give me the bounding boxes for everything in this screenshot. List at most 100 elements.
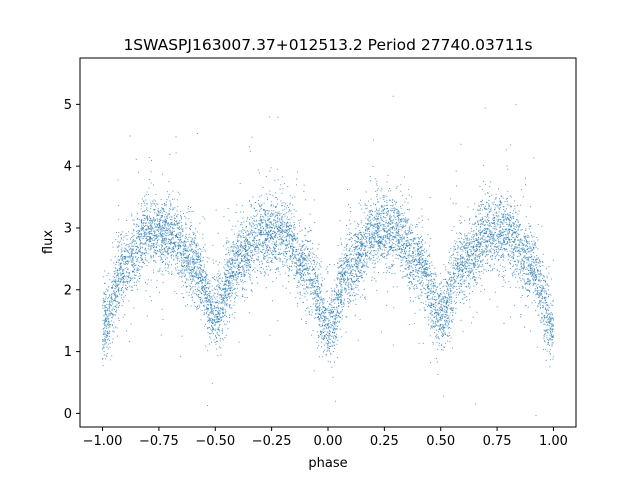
data-point — [281, 222, 283, 224]
data-point — [121, 273, 123, 275]
data-point — [528, 223, 530, 225]
data-point — [155, 249, 157, 251]
data-point — [315, 272, 316, 274]
data-point — [468, 260, 470, 262]
data-point — [177, 228, 179, 229]
data-point — [473, 224, 475, 225]
data-point — [424, 271, 426, 272]
data-point — [125, 288, 127, 290]
data-point — [310, 306, 312, 308]
data-point — [346, 261, 348, 263]
data-point — [202, 278, 204, 280]
data-point — [502, 259, 504, 261]
data-point — [394, 227, 395, 229]
data-point — [283, 231, 285, 233]
data-point — [288, 235, 290, 237]
data-point — [380, 190, 382, 192]
data-point — [323, 351, 324, 353]
data-point — [355, 262, 357, 264]
data-point — [192, 296, 193, 298]
data-point — [332, 341, 334, 343]
data-point — [327, 272, 329, 274]
data-point — [544, 300, 546, 302]
data-point — [153, 245, 155, 247]
data-point — [408, 188, 410, 190]
data-point — [296, 272, 298, 274]
data-point — [452, 312, 454, 314]
data-point — [527, 234, 529, 236]
data-point — [206, 287, 208, 289]
data-point — [194, 262, 196, 264]
data-point — [533, 270, 535, 271]
data-point — [516, 219, 518, 221]
data-point — [310, 293, 312, 295]
data-point — [197, 254, 199, 256]
data-point — [509, 261, 511, 263]
data-point — [340, 292, 342, 293]
data-point — [542, 295, 543, 297]
data-point — [508, 228, 510, 230]
data-point — [362, 265, 364, 266]
data-point — [248, 240, 250, 242]
data-point — [231, 270, 233, 272]
data-point — [179, 226, 181, 228]
data-point — [201, 287, 203, 289]
data-point — [102, 365, 104, 367]
data-point — [499, 224, 501, 225]
data-point — [229, 306, 231, 308]
data-point — [348, 239, 350, 241]
data-point — [437, 293, 438, 295]
data-point — [181, 218, 182, 220]
data-point — [448, 271, 450, 273]
data-point — [509, 223, 511, 225]
data-point — [160, 231, 162, 233]
data-point — [315, 300, 316, 302]
data-point — [268, 265, 270, 267]
data-point — [357, 225, 359, 227]
data-point — [212, 329, 214, 331]
data-point — [162, 319, 164, 320]
data-point — [364, 264, 366, 266]
data-point — [166, 251, 168, 253]
data-point — [142, 228, 144, 230]
data-point — [278, 271, 280, 273]
data-point — [541, 285, 543, 287]
data-point — [282, 221, 284, 223]
data-point — [111, 305, 112, 307]
data-point — [360, 232, 362, 234]
data-point — [438, 342, 440, 344]
data-point — [212, 323, 214, 325]
data-point — [477, 266, 479, 268]
data-point — [376, 224, 378, 226]
data-point — [394, 237, 396, 239]
data-point — [448, 301, 450, 303]
data-point — [428, 288, 430, 290]
data-point — [301, 256, 303, 258]
data-point — [498, 211, 500, 213]
data-point — [352, 258, 354, 260]
data-point — [149, 217, 151, 219]
data-point — [144, 195, 146, 197]
data-point — [241, 247, 243, 249]
data-point — [198, 296, 200, 298]
data-point — [240, 251, 242, 253]
data-point — [437, 314, 439, 315]
data-point — [212, 328, 214, 330]
data-point — [227, 287, 229, 289]
data-point — [141, 246, 143, 248]
data-point — [476, 250, 478, 252]
data-point — [403, 221, 405, 222]
data-point — [244, 236, 246, 238]
data-point — [532, 270, 534, 272]
data-point — [399, 234, 401, 236]
data-point — [377, 252, 378, 254]
data-point — [280, 253, 282, 254]
data-point — [332, 328, 334, 330]
data-point — [430, 362, 431, 364]
data-point — [421, 266, 423, 268]
data-point — [121, 287, 122, 289]
data-point — [479, 232, 481, 234]
data-point — [537, 305, 539, 307]
data-point — [165, 220, 167, 221]
data-point — [476, 245, 477, 247]
